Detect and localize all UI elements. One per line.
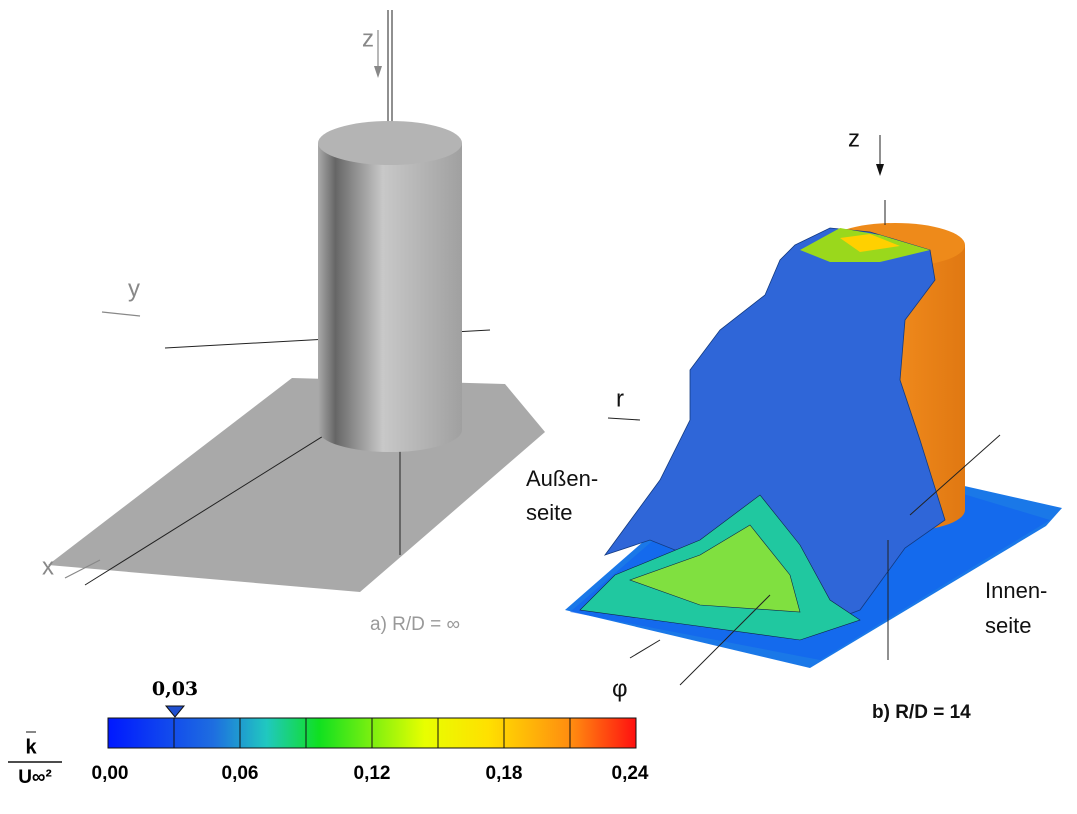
tick-label: 0,18 xyxy=(486,763,523,784)
axis-label: φ xyxy=(612,675,628,702)
colorbar: 0,03 0,00 0,06 0,12 0,18 0,24 k U∞² xyxy=(8,678,649,788)
side-label: Außen- xyxy=(526,466,598,491)
axis-label: x xyxy=(42,553,54,580)
tick-label: 0,12 xyxy=(354,763,391,784)
axis-label: r xyxy=(616,385,624,412)
marker xyxy=(166,706,184,717)
arrowhead xyxy=(876,164,884,176)
side-label: seite xyxy=(985,613,1031,638)
tick-label: 0,06 xyxy=(222,763,259,784)
arrowhead xyxy=(374,66,382,78)
side-label: seite xyxy=(526,500,572,525)
caption: b) R/D = 14 xyxy=(872,702,971,723)
marker-label: 0,03 xyxy=(152,678,198,700)
phi-arrow xyxy=(630,640,660,658)
panel-a: z y x a) R/D = ∞ xyxy=(42,10,545,635)
axis-label: z xyxy=(848,125,860,152)
axis-label: y xyxy=(128,275,140,302)
figure: z y x a) R/D = ∞ z r φ Außen- seite Inne… xyxy=(0,0,1077,814)
quantity-denominator: U∞² xyxy=(18,767,52,788)
cylinder-top xyxy=(318,121,462,165)
panel-b: z r φ Außen- seite Innen- seite b) R/D =… xyxy=(526,125,1062,723)
r-arrow xyxy=(608,418,640,420)
y-arrow xyxy=(102,312,140,316)
caption: a) R/D = ∞ xyxy=(370,614,460,635)
quantity-numerator: k xyxy=(25,736,37,758)
floor-plane xyxy=(48,378,545,592)
tick-label: 0,24 xyxy=(612,763,649,784)
cylinder xyxy=(318,143,462,452)
tick-label: 0,00 xyxy=(92,763,129,784)
side-label: Innen- xyxy=(985,578,1047,603)
axis-label: z xyxy=(362,25,374,52)
